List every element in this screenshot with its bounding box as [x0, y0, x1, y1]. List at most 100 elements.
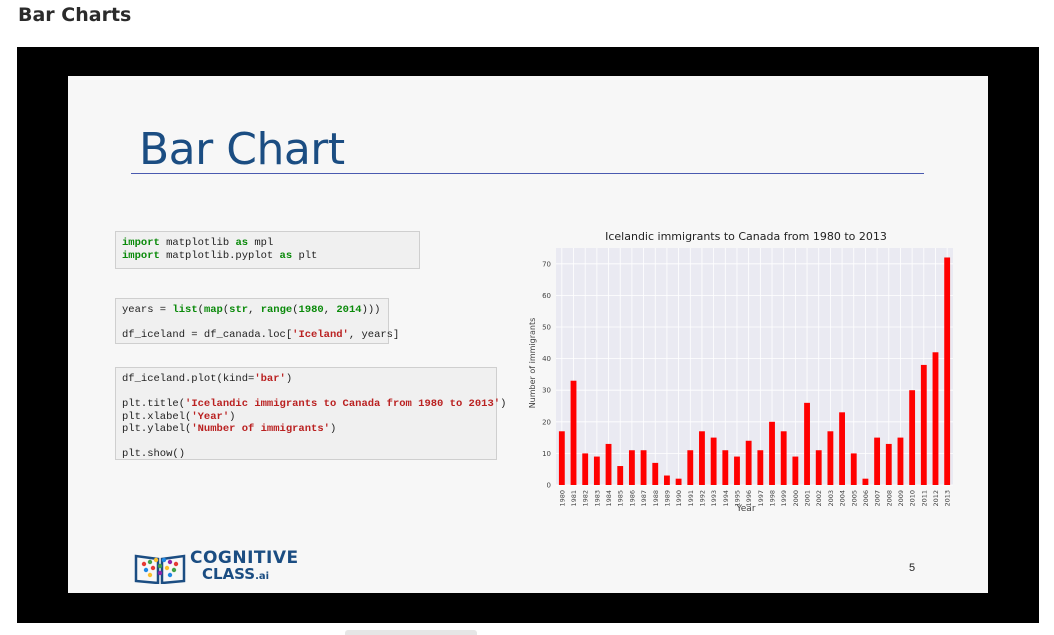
chart-bar	[745, 440, 752, 485]
code-token: 'Number of immigrants'	[191, 423, 330, 435]
chart-x-tick-label: 1984	[605, 490, 613, 507]
chart-y-tick-label: 60	[542, 292, 551, 300]
chart-bar	[570, 380, 577, 485]
slide: Bar Chart import matplotlib as mpl import…	[68, 76, 988, 593]
chart-x-label: Year	[735, 504, 755, 514]
code-block-imports: import matplotlib as mpl import matplotli…	[115, 231, 420, 269]
logo-text-class: CLASS	[202, 565, 256, 583]
code-block-data: years = list(map(str, range(1980, 2014))…	[115, 298, 399, 344]
code-token: 1980	[298, 304, 324, 316]
chart-x-tick-label: 1995	[733, 490, 741, 507]
chart-bar	[687, 450, 694, 485]
chart-x-tick-label: 1989	[663, 490, 671, 507]
video-player[interactable]: Bar Chart import matplotlib as mpl import…	[17, 47, 1039, 623]
chart-bar	[617, 466, 624, 485]
chart-bar	[769, 421, 775, 485]
code-token: 'bar'	[254, 373, 286, 385]
section-heading: Bar Charts	[18, 4, 132, 26]
chart-x-tick-label: 1997	[757, 490, 765, 507]
chart-x-tick-label: 1990	[675, 490, 683, 507]
code-token: str	[229, 304, 249, 316]
code-line: plt.show()	[122, 448, 490, 461]
code-token: )	[229, 410, 236, 423]
chart-bar	[920, 364, 927, 485]
chart-x-tick-label: 1985	[617, 490, 625, 507]
chart-x-tick-label: 2008	[885, 490, 893, 507]
chart-bar	[815, 450, 822, 485]
chart-bar	[897, 437, 904, 485]
chart-x-tick-label: 1983	[593, 490, 601, 507]
code-line: import matplotlib as mpl	[122, 237, 413, 250]
chart-bar	[664, 475, 670, 485]
logo-text-line2: CLASS.ai	[202, 566, 269, 585]
code-line	[122, 317, 382, 330]
code-token: 2014	[336, 304, 362, 316]
chart-y-tick-label: 70	[542, 260, 551, 268]
chart-x-tick-label: 1999	[780, 490, 788, 507]
chart-x-tick-label: 1981	[570, 490, 578, 507]
chart-x-tick-label: 1987	[640, 490, 648, 507]
chart-x-tick-label: 2011	[920, 490, 928, 507]
chart-bar	[722, 450, 729, 485]
code-line: df_iceland = df_canada.loc['Iceland', ye…	[122, 329, 399, 342]
code-token: )	[329, 423, 337, 435]
code-token: df_iceland.plot(kind=	[122, 373, 255, 385]
chart-bar	[558, 431, 565, 485]
chart-bar	[628, 450, 635, 485]
code-line	[122, 386, 490, 399]
chart-bar	[757, 450, 764, 485]
chart-bar	[593, 456, 600, 485]
scrollbar-thumb[interactable]	[345, 630, 477, 635]
code-line: plt.xlabel('Year')	[122, 411, 490, 424]
chart-x-tick-label: 2004	[839, 490, 847, 507]
chart-x-tick-label: 1996	[745, 490, 753, 507]
chart-bar	[699, 431, 705, 485]
code-token: ,	[248, 304, 261, 316]
chart-bar	[780, 431, 787, 485]
code-token: plt.ylabel(	[122, 423, 192, 435]
code-token: as	[235, 237, 249, 249]
slide-title: Bar Chart	[139, 124, 345, 175]
chart-bar	[862, 478, 869, 485]
code-token: plt.xlabel(	[122, 410, 192, 423]
code-token: plt.title(	[122, 398, 186, 410]
code-line: plt.ylabel('Number of immigrants')	[122, 423, 490, 436]
chart-bar	[885, 443, 892, 485]
cognitive-class-logo: COGNITIVE CLASS.ai	[134, 549, 298, 585]
slide-page-number: 5	[909, 562, 916, 574]
chart-x-tick-label: 1992	[698, 490, 706, 507]
code-token: as	[279, 249, 293, 262]
chart-x-tick-label: 2003	[827, 490, 835, 507]
chart-bar	[804, 402, 810, 485]
chart-x-tick-label: 1988	[652, 490, 660, 507]
chart-bar	[734, 456, 740, 485]
code-line: import matplotlib.pyplot as plt	[122, 250, 413, 263]
chart-bar	[874, 437, 881, 485]
code-token: list	[172, 304, 198, 316]
chart-x-tick-label: 1994	[722, 490, 730, 507]
chart-x-tick-label: 1991	[687, 490, 695, 507]
code-line	[122, 436, 490, 449]
chart-x-tick-label: 2010	[909, 490, 917, 507]
bar-chart: Icelandic immigrants to Canada from 1980…	[528, 230, 953, 514]
chart-bar	[652, 462, 659, 485]
code-token: df_iceland = df_canada.loc[	[122, 329, 293, 341]
chart-x-tick-label: 2007	[874, 490, 882, 507]
chart-y-tick-label: 30	[542, 387, 551, 395]
chart-x-tick-label: 2013	[944, 490, 952, 507]
chart-x-tick-label: 1980	[558, 490, 566, 507]
code-token: matplotlib	[159, 237, 236, 249]
chart-bar	[640, 450, 647, 485]
code-token: matplotlib.pyplot	[159, 249, 280, 262]
chart-plot-background	[556, 248, 953, 485]
chart-y-label: Number of immigrants	[528, 318, 537, 409]
chart-bar	[839, 412, 845, 485]
code-token: (	[222, 304, 230, 316]
code-token: map	[203, 304, 223, 316]
code-token: range	[260, 304, 293, 316]
code-token: import	[122, 249, 160, 262]
code-line: years = list(map(str, range(1980, 2014))…	[122, 304, 382, 317]
chart-x-tick-label: 2009	[897, 490, 905, 507]
code-token: import	[122, 237, 160, 249]
code-token: )))	[361, 304, 381, 316]
